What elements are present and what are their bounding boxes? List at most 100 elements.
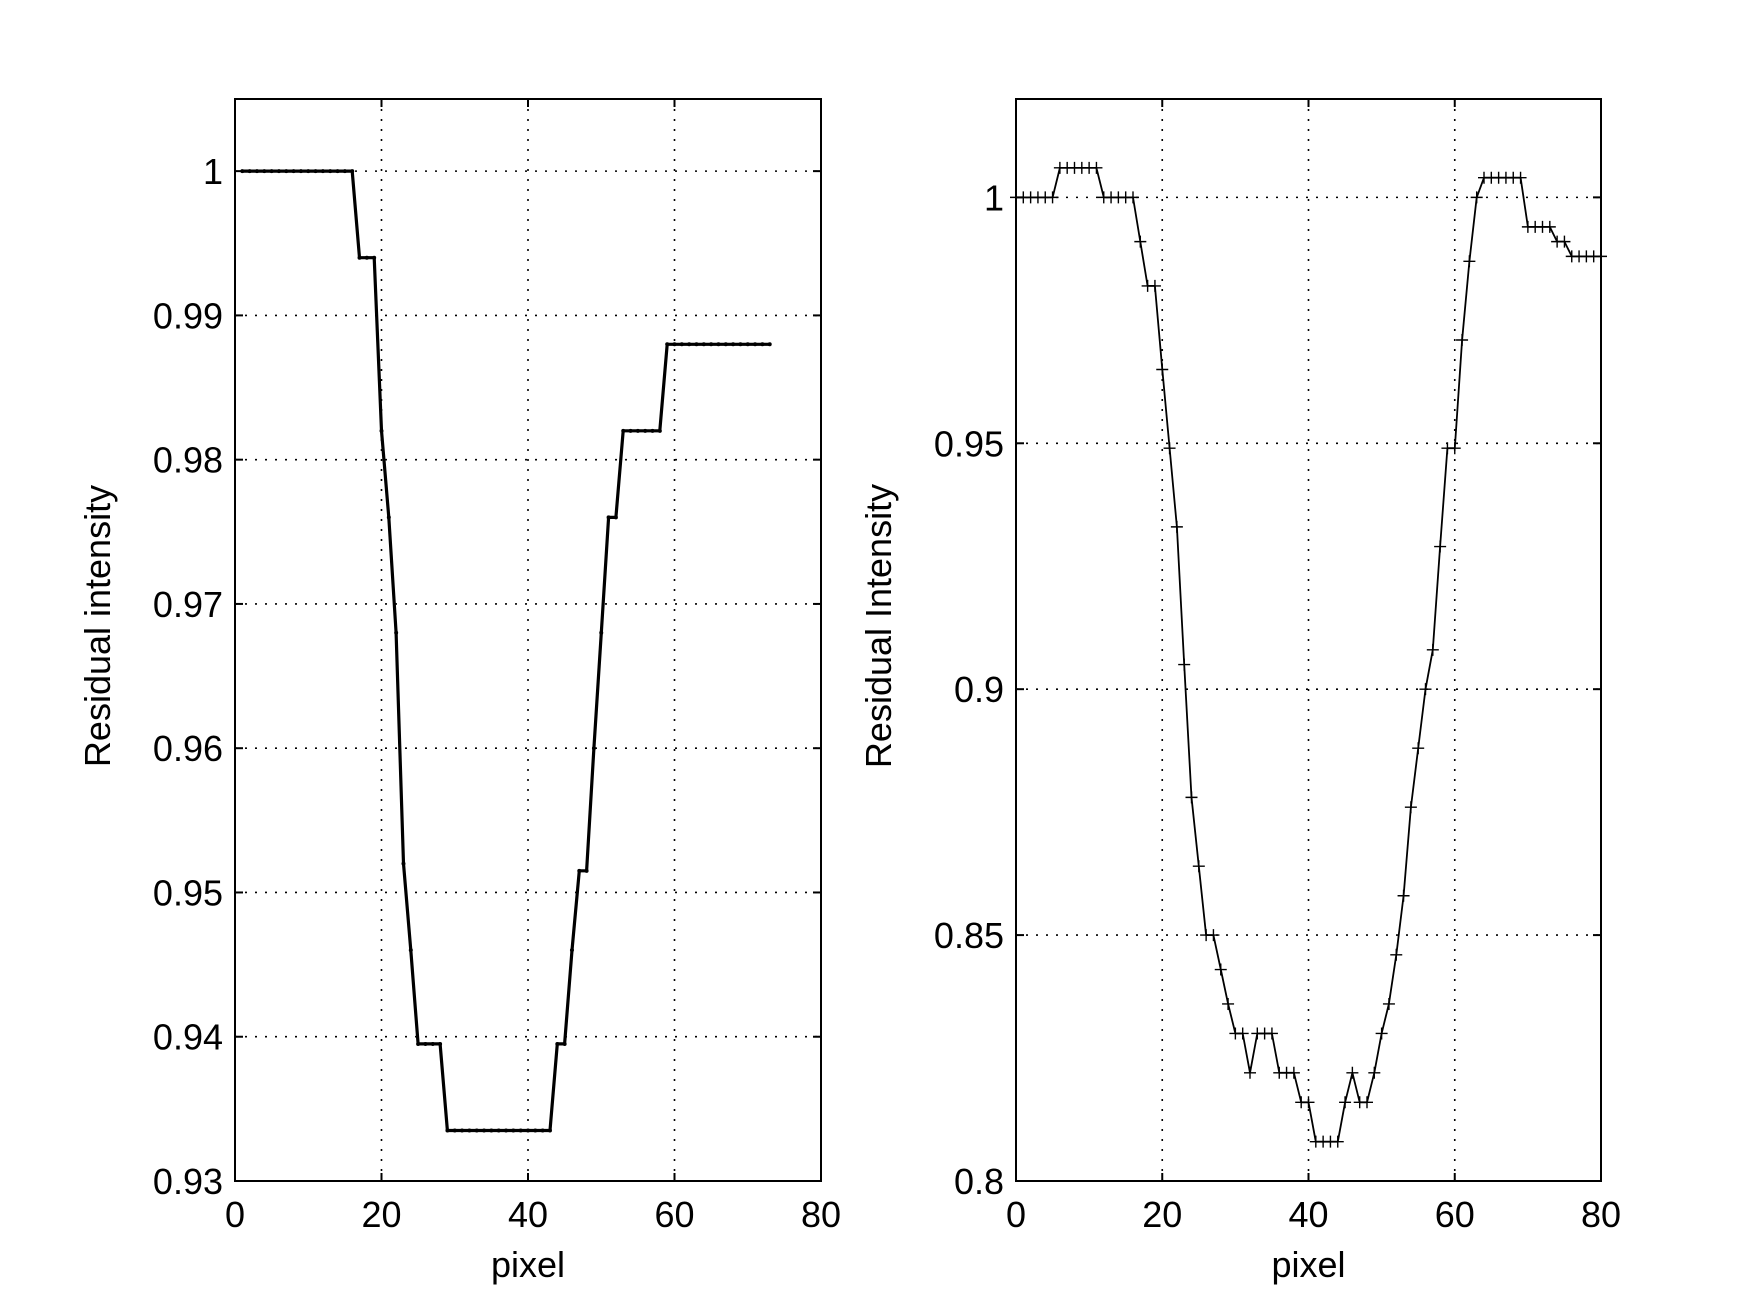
left-chart-data-point [460,1128,465,1133]
left-chart-data-point [386,515,391,520]
right-chart-data-point [1090,161,1103,174]
left-chart-data-point [474,1128,479,1133]
right-chart-y-tick-label: 0.9 [954,669,1004,710]
left-chart-panel: 0 20 40 60 80 0.93 0.94 0.95 0.96 0.97 0.98 0.99 1 p… [77,98,841,1285]
left-chart-data-point [504,1128,509,1133]
left-chart-data-point [291,169,296,174]
left-chart-data-point [438,1041,443,1046]
right-chart-data-point [1178,658,1191,671]
right-chart-data-point [1463,255,1476,268]
left-chart-data-point [482,1128,487,1133]
left-chart-data-point [577,868,582,873]
right-chart-data-point [1339,1096,1352,1109]
right-chart-x-axis-label: pixel [1271,1244,1345,1285]
right-chart-data-point [1331,1135,1344,1148]
left-chart-data-point [416,1041,421,1046]
left-chart-data-point [562,1041,567,1046]
left-chart-data-point [731,342,736,347]
left-chart-data-point [350,169,355,174]
left-chart-data-point [591,746,596,751]
left-chart-data-point [694,342,699,347]
right-chart-x-tick-label: 80 [1581,1194,1621,1235]
right-chart-x-tick-label: 40 [1288,1194,1328,1235]
right-chart-data-point [1265,1027,1278,1040]
left-chart-data-point [540,1128,545,1133]
right-chart-data-point [1361,1096,1373,1109]
left-chart-data-point [555,1041,560,1046]
left-chart-grid [235,99,821,1181]
left-chart-data-point [379,428,384,433]
left-chart-data-point [269,169,274,174]
left-chart-data-point [584,868,589,873]
left-chart-data-point [547,1128,552,1133]
right-chart-data-point [1207,929,1220,942]
left-chart-data-point [328,169,333,174]
left-chart-data-point [452,1128,457,1133]
right-chart-data-point [1127,191,1139,204]
left-chart-data-point [320,169,325,174]
left-chart-y-tick-label: 0.93 [153,1161,223,1202]
left-chart-data-point [394,630,399,635]
right-chart-data-point [1426,643,1439,656]
right-chart-data-point [1163,442,1176,455]
left-chart-y-tick-label: 0.99 [153,295,223,336]
left-chart-data-point [643,428,648,433]
right-chart-data-point [1346,1066,1359,1079]
right-chart-data-point [1302,1096,1315,1109]
left-chart-data-point [635,428,640,433]
left-chart-data-point [716,342,721,347]
left-chart-data-point [372,255,377,260]
left-chart-data-point [738,342,743,347]
right-chart-y-axis-label: Residual Intensity [858,484,899,768]
left-chart-marks [240,169,772,1133]
left-chart-x-tick-label: 80 [801,1194,841,1235]
right-chart-data-point [1470,191,1483,204]
left-chart-data-point [306,169,311,174]
right-chart-data-point [1412,742,1425,755]
left-chart-data-point [401,861,406,866]
right-chart-data-point [1397,889,1410,902]
left-chart-data-point [701,342,706,347]
right-chart-panel: 0 20 40 60 80 0.8 0.85 0.9 0.95 1 pixel Residual … [858,98,1621,1285]
left-chart-y-tick-label: 0.98 [153,440,223,481]
left-chart-data-point [650,428,655,433]
left-chart-data-point [723,342,728,347]
right-chart-data-point [1222,997,1235,1010]
right-chart-data-point [1375,1027,1388,1040]
right-chart-data-point [1156,363,1169,376]
left-chart-x-tick-label: 40 [508,1194,548,1235]
left-chart-y-tick-label: 0.97 [153,584,223,625]
left-chart-data-point [628,428,633,433]
right-chart-x-tick-label: 20 [1142,1194,1182,1235]
left-chart-data-point [760,342,765,347]
left-chart-data-point [745,342,750,347]
left-chart-y-tick-label: 0.96 [153,728,223,769]
left-chart-data-point [709,342,714,347]
left-chart-data-point [298,169,303,174]
right-chart-data-point [1558,235,1571,248]
right-chart-data-point [1046,191,1059,204]
right-chart-data-point [1170,520,1183,533]
left-chart-data-point [665,342,670,347]
right-chart-y-tick-label: 0.8 [954,1161,1004,1202]
right-chart-x-tick-label: 0 [1006,1194,1026,1235]
right-chart-data-point [1134,235,1147,248]
left-chart-data-point [408,948,413,953]
left-chart-data-point [679,342,684,347]
left-chart-data-point [753,342,758,347]
left-chart-data-point [335,169,340,174]
right-chart-data-point [1543,220,1556,233]
right-chart-data-point [1382,997,1395,1010]
left-chart-data-point [569,948,574,953]
left-chart-data-point [657,428,662,433]
left-chart-data-point [672,342,677,347]
left-chart-x-tick-label: 0 [225,1194,245,1235]
right-chart-marks [1010,161,1607,1148]
left-chart-data-point [357,255,362,260]
right-chart-data-point [1244,1066,1256,1079]
right-chart-y-tick-label: 1 [984,177,1004,218]
right-chart-data-point [1214,963,1227,976]
left-chart-ticks: 0 20 40 60 80 0.93 0.94 0.95 0.96 0.97 0.98 0.99 1 [153,99,841,1235]
left-chart-data-point [364,255,369,260]
left-chart-data-point [467,1128,472,1133]
